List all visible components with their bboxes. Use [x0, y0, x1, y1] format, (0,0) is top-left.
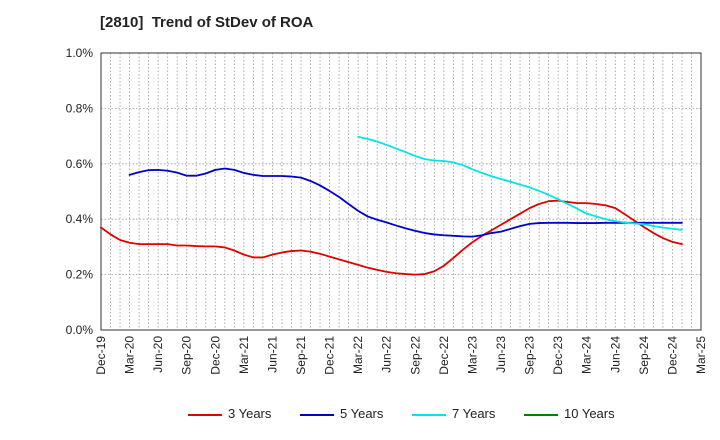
- grid: [101, 53, 701, 330]
- legend: 3 Years 5 Years 7 Years 10 Years: [0, 404, 720, 426]
- x-tick-label: Jun-24: [608, 336, 622, 373]
- series-line-3-years: [100, 199, 683, 276]
- x-tick-label: Mar-24: [580, 336, 594, 374]
- line-chart: 0.0% 0.2% 0.4% 0.6% 0.8% 1.0% Dec-19 Mar-20 Jun…: [66, 46, 708, 375]
- y-tick-label: 0.8%: [66, 101, 94, 115]
- x-tick-label: Mar-25: [694, 336, 708, 374]
- x-tick-label: Mar-20: [123, 336, 137, 374]
- y-tick-labels: 0.0% 0.2% 0.4% 0.6% 0.8% 1.0%: [66, 46, 94, 337]
- x-tick-label: Dec-22: [437, 336, 451, 375]
- x-tick-label: Jun-23: [494, 336, 508, 373]
- x-tick-label: Jun-20: [151, 336, 165, 373]
- x-tick-label: Jun-22: [380, 336, 394, 373]
- legend-swatch: [188, 414, 222, 416]
- x-tick-label: Sep-22: [408, 336, 422, 375]
- legend-label: 5 Years: [340, 406, 384, 421]
- legend-swatch: [300, 414, 334, 416]
- x-tick-label: Dec-21: [323, 336, 337, 375]
- plot-frame: [100, 52, 702, 331]
- x-tick-label: Jun-21: [265, 336, 279, 373]
- x-tick-labels: Dec-19 Mar-20 Jun-20 Sep-20 Dec-20 Mar-21 Jun-…: [94, 336, 708, 375]
- legend-label: 10 Years: [564, 406, 615, 421]
- y-tick-label: 0.6%: [66, 157, 94, 171]
- chart-title: [2810] Trend of StDev of ROA: [100, 14, 314, 31]
- legend-swatch: [412, 414, 446, 416]
- legend-swatch: [524, 414, 558, 416]
- axes: [100, 52, 702, 331]
- x-tick-label: Dec-23: [551, 336, 565, 375]
- x-tick-label: Sep-21: [294, 336, 308, 375]
- x-tick-label: Dec-24: [665, 336, 679, 375]
- x-tick-label: Dec-19: [94, 336, 108, 375]
- series-lines: [100, 136, 683, 276]
- y-tick-label: 0.2%: [66, 268, 94, 282]
- x-tick-label: Sep-20: [180, 336, 194, 375]
- legend-label: 7 Years: [452, 406, 496, 421]
- x-tick-label: Mar-21: [237, 336, 251, 374]
- y-tick-label: 0.0%: [66, 323, 94, 337]
- x-tick-label: Mar-22: [351, 336, 365, 374]
- series-line-7-years: [357, 136, 683, 231]
- x-tick-label: Dec-20: [208, 336, 222, 375]
- series-line-5-years: [128, 167, 683, 238]
- y-tick-label: 0.4%: [66, 212, 94, 226]
- y-tick-label: 1.0%: [66, 46, 94, 60]
- x-tick-label: Mar-23: [465, 336, 479, 374]
- x-tick-label: Sep-24: [637, 336, 651, 375]
- x-tick-label: Sep-23: [523, 336, 537, 375]
- legend-label: 3 Years: [228, 406, 272, 421]
